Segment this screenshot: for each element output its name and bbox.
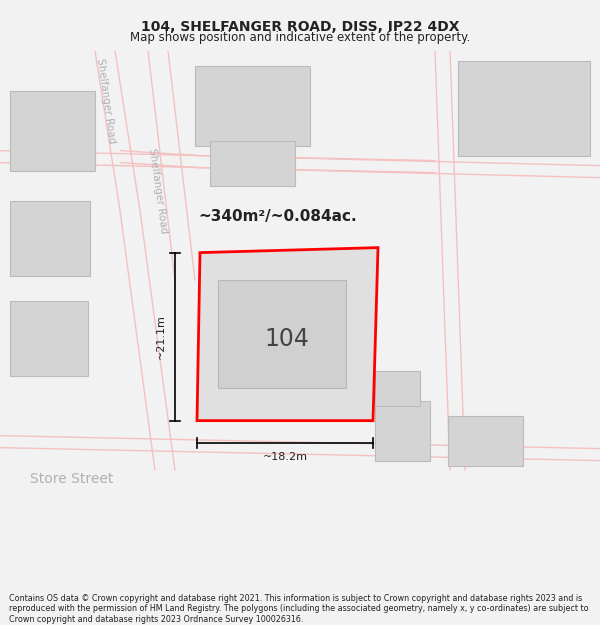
Bar (10, 201, 90, 276)
Bar (448, 416, 523, 466)
Bar (375, 401, 430, 461)
Bar (210, 141, 295, 186)
Text: ~21.1m: ~21.1m (156, 314, 166, 359)
Polygon shape (197, 248, 378, 421)
Bar (458, 61, 590, 156)
Text: 104: 104 (265, 327, 310, 351)
Bar (375, 371, 420, 406)
Bar (10, 301, 88, 376)
Text: ~18.2m: ~18.2m (263, 452, 308, 462)
Bar (10, 91, 95, 171)
Text: Shelfanger Road: Shelfanger Road (95, 58, 117, 144)
Text: Contains OS data © Crown copyright and database right 2021. This information is : Contains OS data © Crown copyright and d… (9, 594, 589, 624)
Text: Store Street: Store Street (31, 472, 113, 486)
Bar (218, 279, 346, 388)
Text: Map shows position and indicative extent of the property.: Map shows position and indicative extent… (130, 31, 470, 44)
Text: 104, SHELFANGER ROAD, DISS, IP22 4DX: 104, SHELFANGER ROAD, DISS, IP22 4DX (141, 20, 459, 34)
Bar (195, 66, 310, 146)
Text: ~340m²/~0.084ac.: ~340m²/~0.084ac. (198, 209, 356, 224)
Text: Shelfanger Road: Shelfanger Road (147, 148, 169, 234)
